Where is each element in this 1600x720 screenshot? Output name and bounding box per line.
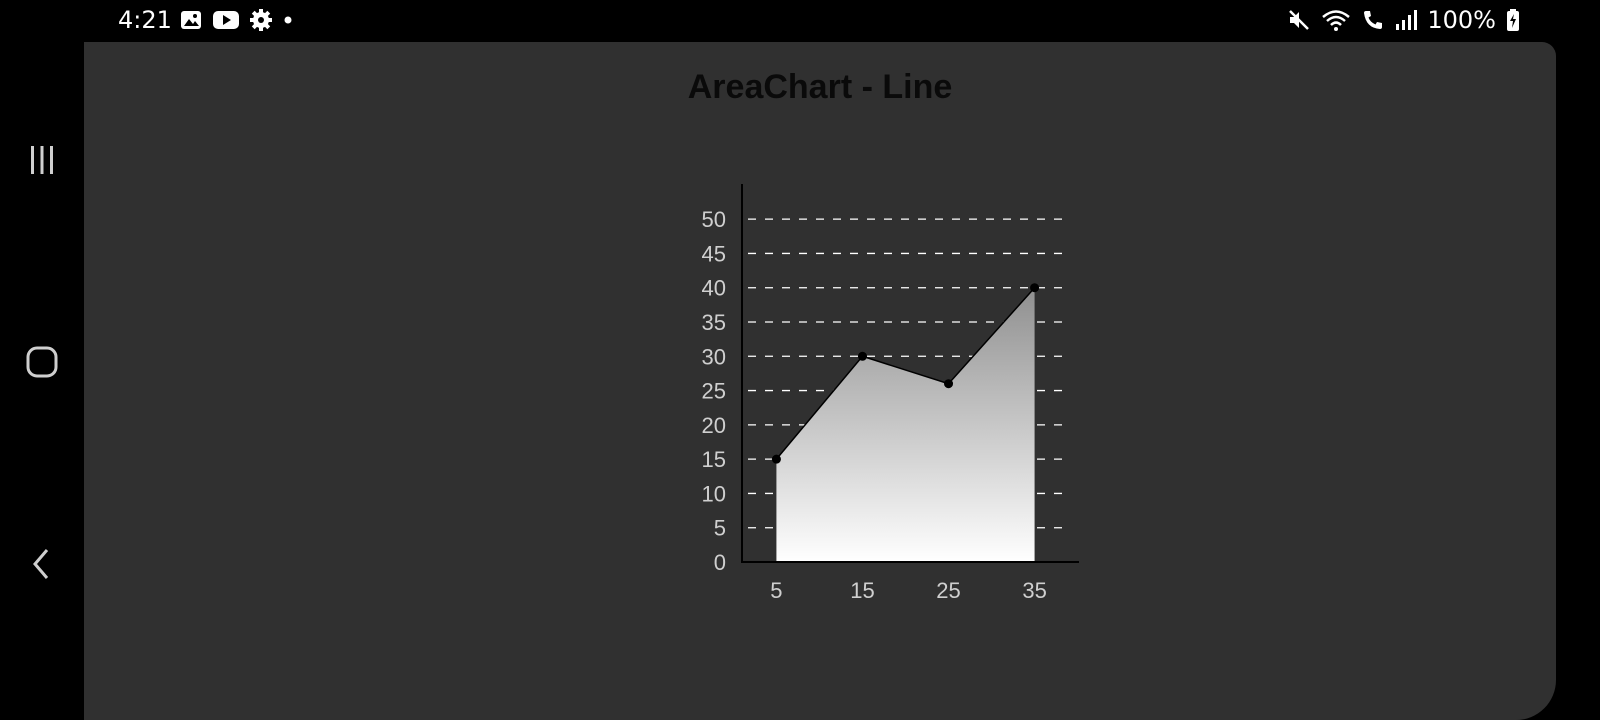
data-point-15	[857, 351, 867, 361]
series-line	[775, 287, 1036, 460]
image-icon	[181, 11, 201, 29]
x-tick-label: 35	[1022, 578, 1046, 603]
youtube-icon	[213, 11, 239, 29]
system-status: 100%	[1287, 6, 1520, 34]
y-tick-label: 0	[714, 550, 726, 575]
back-button[interactable]	[22, 544, 62, 584]
y-tick-label: 25	[702, 379, 726, 404]
navigation-bar	[0, 42, 84, 720]
x-tick-label: 25	[936, 578, 960, 603]
recent-apps-button[interactable]	[22, 140, 62, 180]
wifi-icon	[1322, 10, 1351, 31]
y-tick-labels: 0 5 10 15 20 25 30 35 40 45 50	[702, 207, 726, 575]
mute-icon	[1289, 10, 1310, 30]
back-icon	[33, 549, 49, 579]
chart-title: AreaChart - Line	[687, 68, 953, 106]
data-point-35	[1030, 283, 1040, 293]
app-content: AreaChart - Line 0 5 10 15 20 25 30 35 40 45 50 5 1…	[84, 42, 1556, 720]
battery-charging-icon	[1507, 9, 1519, 31]
y-tick-label: 10	[702, 481, 726, 506]
y-tick-label: 30	[702, 344, 726, 369]
y-tick-label: 40	[702, 276, 726, 301]
data-points	[771, 283, 1040, 464]
y-tick-label: 35	[702, 310, 726, 335]
recent-apps-icon	[31, 146, 53, 174]
area-fill	[776, 287, 1035, 562]
y-tick-label: 45	[702, 241, 726, 266]
data-point-5	[771, 454, 781, 464]
settings-icon	[250, 9, 272, 31]
notification-icons	[180, 9, 294, 31]
status-bar: 4:21	[0, 0, 1600, 42]
home-button[interactable]	[22, 342, 62, 382]
status-time: 4:21	[118, 6, 172, 34]
x-tick-label: 5	[770, 578, 782, 603]
battery-percent: 100%	[1427, 6, 1496, 34]
data-point-25	[944, 379, 954, 389]
x-tick-label: 15	[850, 578, 874, 603]
signal-icon	[1396, 10, 1418, 30]
home-icon	[26, 346, 58, 378]
y-tick-label: 5	[714, 516, 726, 541]
y-tick-label: 50	[702, 207, 726, 232]
area-chart: 0 5 10 15 20 25 30 35 40 45 50 5 15 25 35	[702, 184, 1079, 603]
dot-icon	[284, 16, 292, 24]
x-tick-labels: 5 15 25 35	[770, 578, 1047, 603]
y-tick-label: 20	[702, 413, 726, 438]
wifi-calling-icon	[1364, 11, 1383, 29]
y-tick-label: 15	[702, 447, 726, 472]
